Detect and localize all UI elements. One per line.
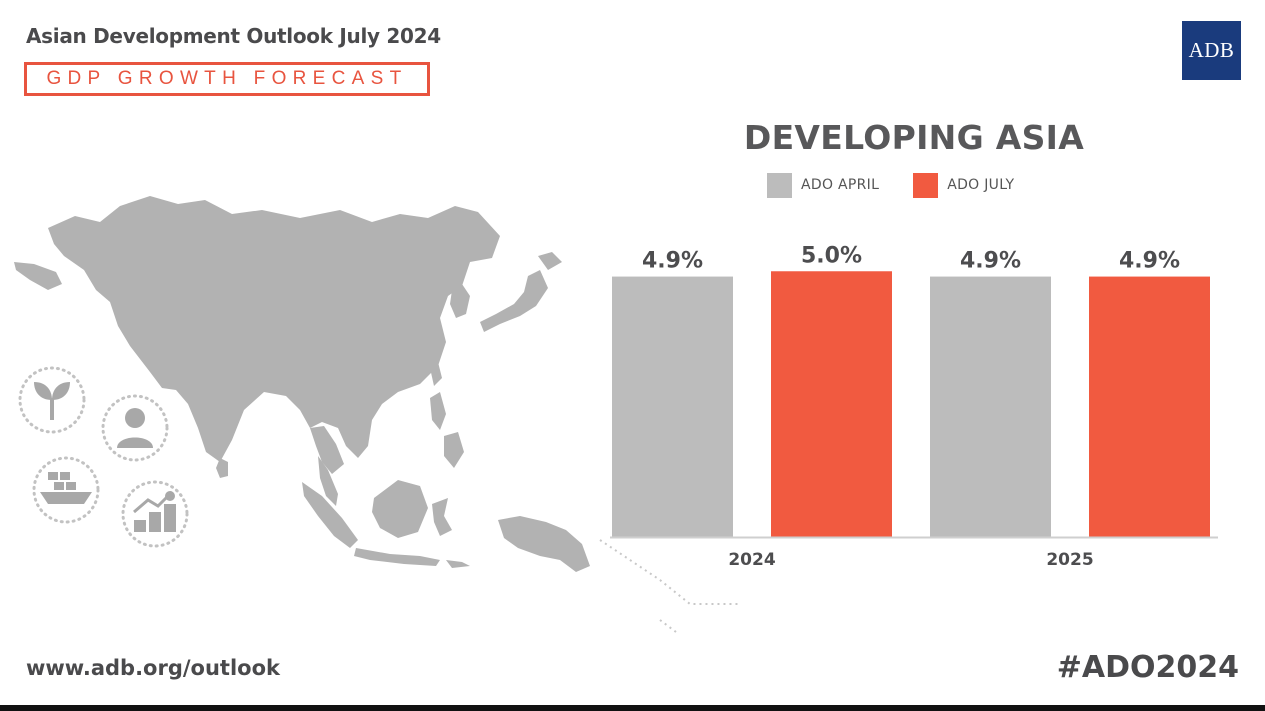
bar-2024-july xyxy=(771,271,892,537)
footer-url[interactable]: www.adb.org/outlook xyxy=(26,656,280,680)
bar-2024-april xyxy=(612,276,733,537)
person-icon xyxy=(101,394,169,462)
data-label-2024-july: 5.0% xyxy=(801,243,862,268)
data-label-2025-april: 4.9% xyxy=(960,249,1021,274)
subtitle-box: GDP GROWTH FORECAST xyxy=(24,62,430,96)
legend-swatch-april xyxy=(767,172,792,198)
header-title: Asian Development Outlook July 2024 xyxy=(26,24,441,48)
plant-icon xyxy=(18,366,86,434)
logo-text: ADB xyxy=(1188,38,1235,62)
data-label-2025-july: 4.9% xyxy=(1119,249,1180,274)
footer-hashtag: #ADO2024 xyxy=(1056,650,1239,685)
bar-2025-april xyxy=(930,276,1051,537)
legend-item-july: ADO JULY xyxy=(913,172,1015,198)
data-label-2024-april: 4.9% xyxy=(642,249,703,274)
chart-legend: ADO APRIL ADO JULY xyxy=(767,172,1048,198)
legend-swatch-july xyxy=(913,172,939,198)
x-tick-label-2025: 2025 xyxy=(1046,550,1093,570)
legend-item-april: ADO APRIL xyxy=(767,172,880,198)
asia-map-silhouette xyxy=(14,196,590,572)
bar-2025-july xyxy=(1089,276,1210,537)
growth-coins-icon xyxy=(121,480,189,548)
cargo-ship-icon xyxy=(32,456,100,524)
legend-label-july: ADO JULY xyxy=(947,177,1015,193)
subtitle-text: GDP GROWTH FORECAST xyxy=(46,68,408,89)
chart-title: DEVELOPING ASIA xyxy=(743,118,1085,157)
pacific-dots xyxy=(599,539,740,633)
bottom-rule xyxy=(0,705,1265,711)
adb-logo: ADB xyxy=(1182,21,1241,80)
legend-label-april: ADO APRIL xyxy=(801,177,880,193)
x-tick-label-2024: 2024 xyxy=(728,550,775,570)
